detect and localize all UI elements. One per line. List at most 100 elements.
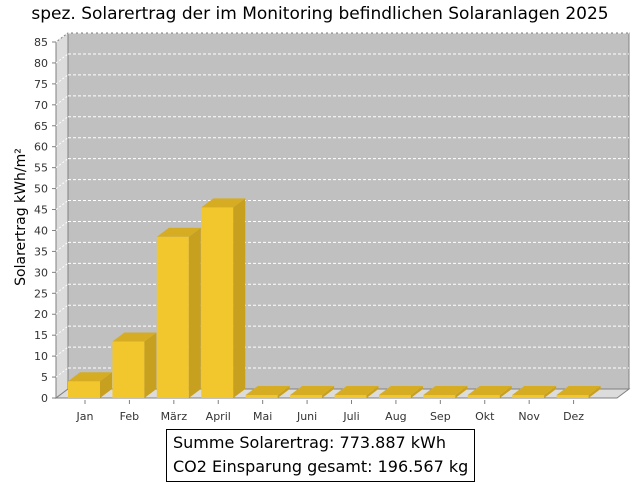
- wall-grid-line: [55, 53, 69, 64]
- bar: [512, 386, 557, 398]
- bar: [156, 227, 201, 398]
- x-tick-label: Juli: [342, 410, 359, 423]
- x-tick-label: Mai: [253, 410, 272, 423]
- wall-grid-line: [55, 346, 69, 357]
- bar-top: [467, 386, 512, 395]
- y-tick-label: 20: [34, 308, 48, 321]
- chart-title: spez. Solarertrag der im Monitoring befi…: [31, 4, 609, 24]
- x-tick-label: Dez: [563, 410, 584, 423]
- y-tick-label: 15: [34, 329, 48, 342]
- x-tick-label: Jan: [76, 410, 94, 423]
- bar: [423, 386, 468, 398]
- bars: [68, 198, 601, 398]
- grid-lines: [55, 32, 629, 378]
- x-axis-ticks: Jan Feb März April Mai Juni Juli Aug Sep Okt Nov De…: [76, 400, 584, 423]
- bar-front: [290, 395, 323, 398]
- bar-side: [100, 372, 112, 398]
- x-tick-label: März: [161, 410, 188, 423]
- bar-top: [423, 386, 468, 395]
- y-axis-ticks: 0 5 10 15 20 25 30 35 40 45 50 55 60 65 70 75 80 85: [34, 36, 56, 405]
- x-tick-label: Sep: [430, 410, 451, 423]
- y-tick-label: 50: [34, 183, 48, 196]
- y-tick-label: 5: [41, 371, 48, 384]
- bar-top: [112, 332, 157, 342]
- bar-top: [156, 227, 201, 237]
- bar: [556, 386, 601, 398]
- bar-front: [334, 395, 367, 398]
- y-tick-label: 85: [34, 36, 48, 49]
- y-tick-label: 60: [34, 141, 48, 154]
- bar-top: [556, 386, 601, 395]
- bar: [467, 386, 512, 398]
- x-tick-label: Juni: [296, 410, 317, 423]
- bar-side: [144, 332, 157, 398]
- wall-grid-line: [55, 325, 69, 336]
- wall-grid-line: [55, 32, 69, 43]
- bar-side: [588, 386, 601, 398]
- wall-grid-line: [55, 200, 69, 210]
- bar-side: [188, 227, 201, 398]
- y-tick-label: 30: [34, 266, 48, 279]
- y-tick-label: 40: [34, 224, 48, 237]
- y-axis-title: Solarertrag kWh/m²: [13, 148, 29, 286]
- bar-top: [245, 386, 290, 395]
- bar: [112, 332, 157, 398]
- x-tick-label: Feb: [120, 410, 139, 423]
- y-tick-label: 80: [34, 57, 48, 70]
- wall-grid-line: [55, 367, 69, 378]
- x-tick-label: April: [206, 410, 231, 423]
- summary-total-yield: Summe Solarertrag: 773.887 kWh: [173, 433, 447, 452]
- bar-top: [290, 386, 335, 395]
- bar-front: [378, 395, 411, 398]
- bar-side: [277, 386, 290, 398]
- x-tick-label: Aug: [385, 410, 406, 423]
- wall-grid-line: [55, 283, 69, 294]
- bar-top: [68, 372, 112, 382]
- bar-front: [512, 395, 545, 398]
- wall-grid-line: [55, 74, 69, 85]
- bar-top: [334, 386, 379, 395]
- bar: [290, 386, 335, 398]
- bar-side: [322, 386, 335, 398]
- bar-side: [499, 386, 512, 398]
- x-tick-label: Okt: [475, 410, 495, 423]
- bar-top: [512, 386, 557, 395]
- bar-front: [467, 395, 500, 398]
- bar-side: [366, 386, 379, 398]
- bar-top: [201, 198, 246, 208]
- bar-side: [544, 386, 557, 398]
- bar-top: [378, 386, 423, 395]
- wall-grid-line: [55, 242, 69, 252]
- y-tick-label: 10: [34, 350, 48, 363]
- bar: [378, 386, 423, 398]
- bar-front: [156, 236, 189, 398]
- summary-box: Summe Solarertrag: 773.887 kWh CO2 Einsp…: [166, 429, 476, 482]
- y-tick-label: 45: [34, 204, 48, 217]
- bar-side: [233, 198, 246, 398]
- bar-front: [201, 207, 234, 398]
- left-wall: [55, 32, 69, 399]
- bar-front: [423, 395, 456, 398]
- wall-grid-line: [55, 95, 69, 106]
- y-tick-label: 25: [34, 287, 48, 300]
- y-tick-label: 65: [34, 120, 48, 133]
- wall-grid-line: [55, 116, 69, 127]
- bar-front: [556, 395, 589, 398]
- bar: [201, 198, 246, 398]
- y-tick-label: 0: [41, 392, 48, 405]
- bar-front: [112, 341, 145, 398]
- bar: [245, 386, 290, 398]
- wall-grid-line: [55, 137, 69, 148]
- bar: [334, 386, 379, 398]
- wall-grid-line: [55, 221, 69, 231]
- y-tick-label: 55: [34, 162, 48, 175]
- wall-grid-line: [55, 304, 69, 315]
- wall-grid-line: [55, 262, 69, 273]
- wall-grid-line: [55, 179, 69, 189]
- bar-side: [410, 386, 423, 398]
- y-tick-label: 35: [34, 245, 48, 258]
- x-tick-label: Nov: [518, 410, 540, 423]
- summary-co2-saving: CO2 Einsparung gesamt: 196.567 kg: [173, 457, 469, 476]
- bar: [68, 372, 112, 398]
